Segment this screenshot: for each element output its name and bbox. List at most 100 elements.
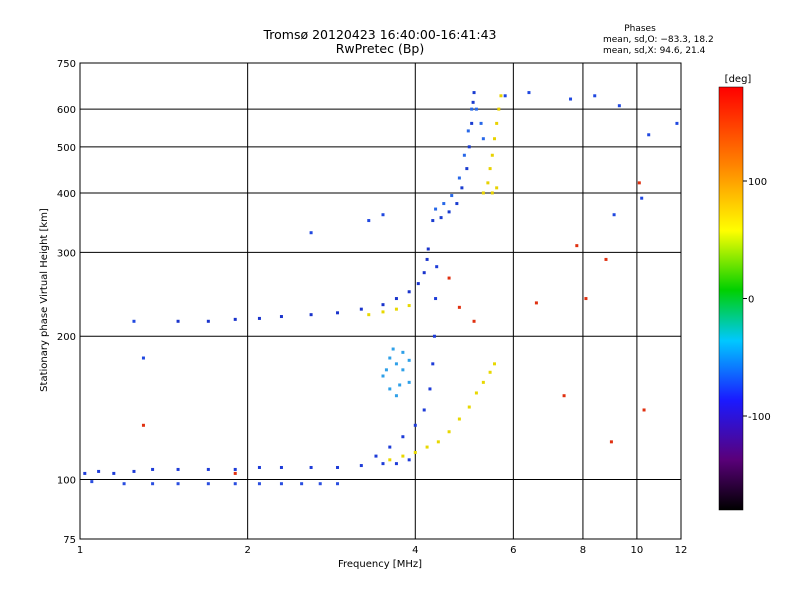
data-point (527, 91, 531, 95)
y-tick-label: 100 (57, 476, 76, 487)
series (176, 247, 430, 323)
data-point (467, 405, 471, 409)
colorbar-tick-label: -100 (748, 412, 771, 423)
data-point (394, 307, 398, 311)
data-point (381, 303, 385, 307)
data-point (122, 482, 126, 486)
y-tick-label: 750 (57, 59, 76, 70)
x-tick-label: 8 (580, 545, 586, 556)
series (434, 107, 485, 211)
data-point (617, 104, 621, 108)
series (141, 181, 646, 475)
colorbar-ticks: 100 0 -100 (743, 177, 771, 423)
series (431, 91, 476, 223)
series (83, 458, 411, 475)
data-point (83, 471, 87, 475)
data-point (436, 440, 440, 444)
data-point (503, 94, 507, 98)
data-point (490, 191, 494, 195)
colorbar-tick-label: 100 (748, 177, 767, 188)
data-point (176, 467, 180, 471)
data-point (472, 319, 476, 323)
data-point (257, 316, 261, 320)
colorbar (718, 86, 744, 511)
data-point (465, 167, 469, 171)
y-tick-label: 600 (57, 105, 76, 116)
data-point (407, 358, 411, 362)
data-point (401, 454, 405, 458)
data-point (499, 94, 503, 98)
data-point (439, 216, 443, 220)
data-point (367, 219, 371, 223)
data-point (309, 465, 313, 469)
data-point (481, 380, 485, 384)
data-point (336, 311, 340, 315)
data-point (472, 91, 476, 95)
data-point (466, 129, 470, 133)
data-point (422, 408, 426, 412)
data-point (413, 450, 417, 454)
data-point (233, 317, 237, 321)
x-tick-label: 12 (675, 545, 688, 556)
data-point (488, 370, 492, 374)
data-point (488, 167, 492, 171)
colorbar-tick-label: 0 (748, 295, 754, 306)
data-point (431, 219, 435, 223)
y-axis-label: Stationary phase Virtual Height [km] (39, 208, 50, 392)
data-point (647, 133, 651, 137)
grid (80, 63, 681, 539)
data-point (233, 467, 237, 471)
data-point (359, 464, 363, 468)
data-point (257, 465, 261, 469)
plot-area (79, 62, 682, 540)
data-point (176, 319, 180, 323)
series (132, 91, 679, 360)
data-point (593, 94, 597, 98)
data-point (407, 304, 411, 308)
data-point (97, 469, 101, 473)
data-point (206, 319, 210, 323)
data-point (447, 210, 451, 214)
data-point (233, 471, 237, 475)
data-point (481, 137, 485, 141)
data-point (457, 176, 461, 180)
data-point (425, 445, 429, 449)
data-point (609, 440, 613, 444)
data-point (407, 290, 411, 294)
data-point (151, 467, 155, 471)
data-point (381, 374, 385, 378)
data-point (151, 482, 155, 486)
data-point (435, 265, 439, 269)
chart-subtitle: RwPretec (Bp) (336, 41, 424, 56)
data-point (434, 207, 438, 211)
data-point (562, 394, 566, 398)
series (381, 347, 411, 398)
data-point (374, 454, 378, 458)
data-point (416, 282, 420, 286)
series (367, 304, 411, 317)
y-tick-label: 500 (57, 143, 76, 154)
x-tick-label: 2 (244, 545, 250, 556)
data-point (388, 356, 392, 360)
x-tick-label: 6 (510, 545, 516, 556)
data-point (479, 121, 483, 125)
data-point (388, 445, 392, 449)
data-point (428, 387, 432, 391)
data-point (471, 100, 475, 104)
y-tick-labels: 75 100 200 300 400 500 600 750 (57, 59, 76, 546)
data-point (318, 482, 322, 486)
data-point (394, 462, 398, 466)
data-point (612, 213, 616, 217)
data-point (455, 202, 459, 206)
data-point (569, 97, 573, 101)
data-point (279, 465, 283, 469)
data-point (90, 480, 94, 484)
colorbar-label: [deg] (725, 74, 752, 85)
data-point (413, 423, 417, 427)
data-point (279, 482, 283, 486)
series (374, 265, 439, 458)
data-point (257, 482, 261, 486)
data-point (381, 310, 385, 314)
data-point (474, 107, 478, 111)
